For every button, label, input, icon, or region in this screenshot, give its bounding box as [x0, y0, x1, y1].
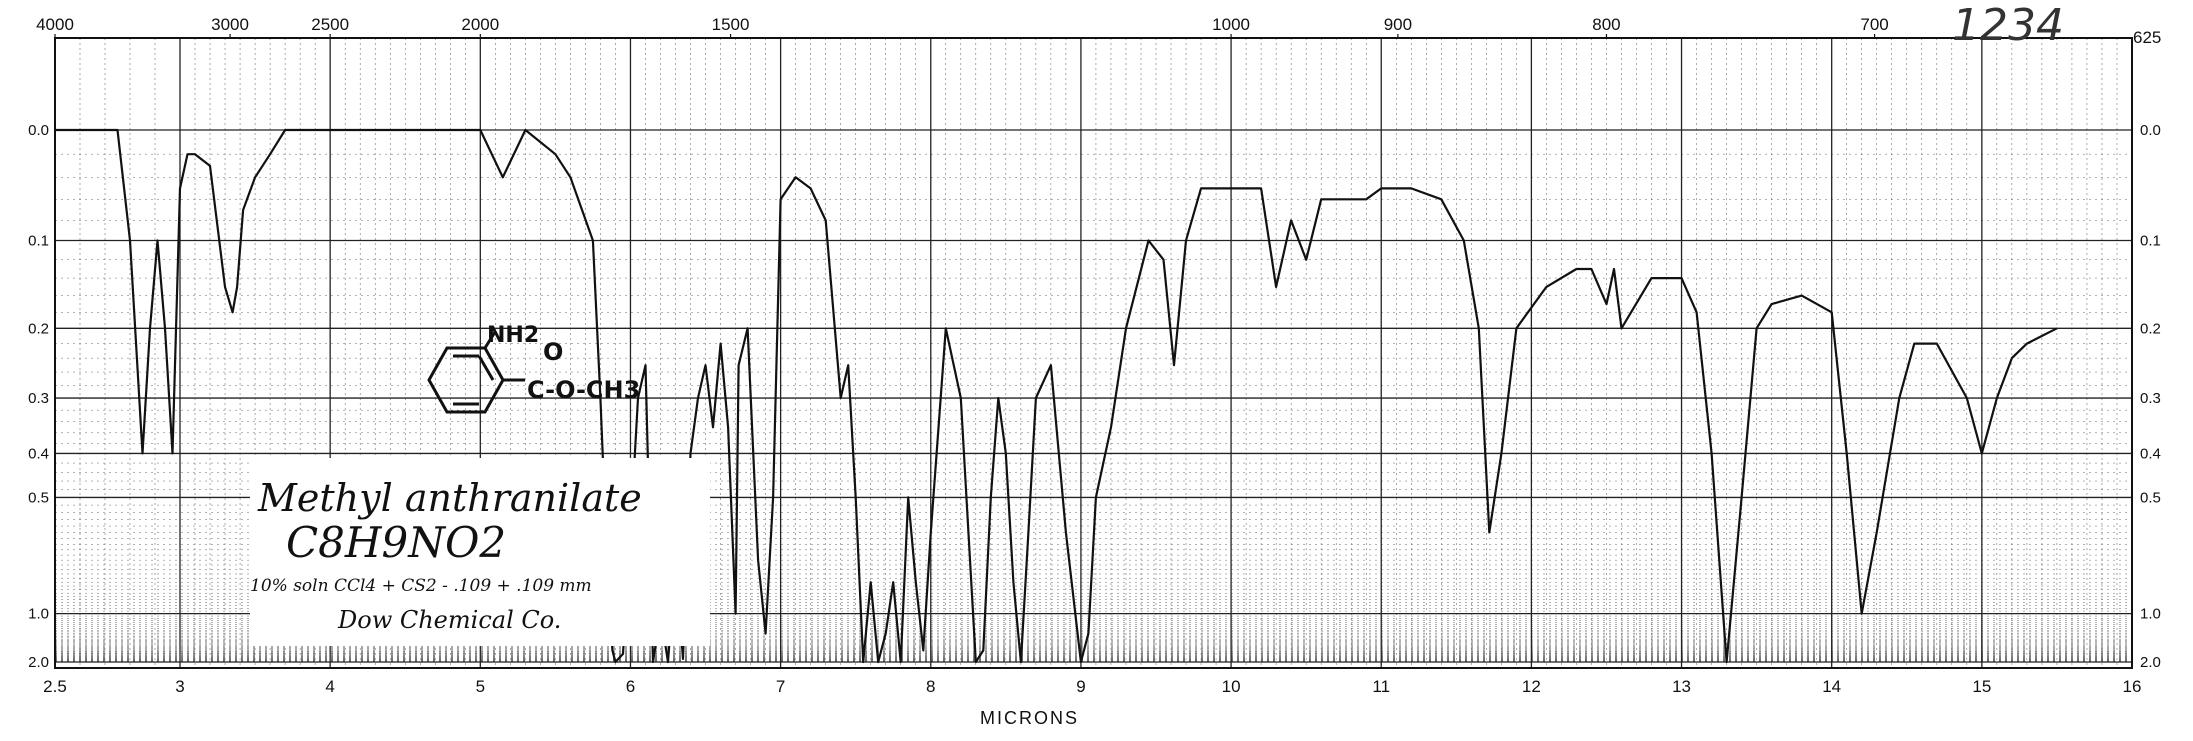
bottom-tick-label: 14 [1822, 677, 1841, 696]
bottom-tick-label: 8 [926, 677, 935, 696]
struct-nh2: NH2 [487, 323, 539, 348]
left-tick-label: 0.3 [28, 390, 49, 407]
top-wavenumber-ticks: 4000 3000 2500 2000 1500 1000 900 800 700 [36, 15, 1889, 38]
top-tick-label: 1500 [712, 15, 750, 34]
top-tick-label: 900 [1384, 15, 1412, 34]
top-tick-label: 2000 [461, 15, 499, 34]
sample-label-card: Methyl anthranilate C8H9NO2 10% soln CCl… [250, 458, 710, 646]
bottom-tick-label: 11 [1372, 677, 1390, 696]
bottom-tick-label: 15 [1972, 677, 1991, 696]
bottom-tick-label: 3 [175, 677, 184, 696]
bottom-tick-label: 4 [325, 677, 334, 696]
plot-frame [54, 37, 2133, 669]
compound-name: Methyl anthranilate [258, 476, 642, 520]
bottom-tick-label: 16 [2123, 677, 2142, 696]
top-tick-label: 700 [1860, 15, 1888, 34]
right-tick-label: 0.5 [2140, 489, 2161, 506]
bottom-micron-ticks: 2.5 3 4 5 6 7 8 9 10 11 12 13 14 15 16 [43, 677, 2141, 696]
bottom-tick-label: 5 [476, 677, 485, 696]
bottom-tick-label: 10 [1222, 677, 1241, 696]
molecular-formula: C8H9NO2 [286, 518, 507, 567]
top-right-wavenumber-tick: 625 [2133, 28, 2162, 47]
top-tick-label: 4000 [36, 15, 74, 34]
left-absorbance-ticks: 0.0 0.1 0.2 0.3 0.4 0.5 1.0 2.0 [28, 122, 49, 671]
spectrum-trace [55, 128, 2058, 664]
chemical-structure: NH2 O C-O-CH3 [395, 318, 700, 446]
bottom-tick-label: 13 [1672, 677, 1691, 696]
right-tick-label: 1.0 [2140, 606, 2161, 623]
right-tick-label: 0.1 [2140, 233, 2161, 250]
source-lab: Dow Chemical Co. [338, 606, 562, 634]
top-tick-label: 800 [1592, 15, 1620, 34]
right-tick-label: 0.2 [2140, 320, 2161, 337]
bottom-tick-label: 12 [1522, 677, 1541, 696]
bottom-tick-label: 6 [626, 677, 635, 696]
major-grid [54, 38, 2133, 668]
left-tick-label: 0.4 [28, 445, 49, 462]
left-tick-label: 0.5 [28, 489, 49, 506]
struct-ester-group: C-O-CH3 [527, 376, 640, 404]
bottom-tick-label: 9 [1076, 677, 1085, 696]
left-tick-label: 2.0 [28, 654, 49, 671]
right-tick-label: 0.3 [2140, 390, 2161, 407]
left-tick-label: 0.0 [28, 122, 49, 139]
top-tick-label: 3000 [211, 15, 249, 34]
top-tick-label: 1000 [1212, 15, 1250, 34]
right-tick-label: 0.0 [2140, 122, 2161, 139]
top-tick-label: 2500 [311, 15, 349, 34]
left-tick-label: 1.0 [28, 606, 49, 623]
right-tick-label: 0.4 [2140, 445, 2161, 462]
sample-preparation-note: 10% soln CCl4 + CS2 - .109 + .109 mm [250, 576, 592, 596]
left-tick-label: 0.2 [28, 320, 49, 337]
spectrum-number: 1234 [1952, 0, 2064, 51]
bottom-tick-label: 7 [776, 677, 785, 696]
right-absorbance-ticks: 0.0 0.1 0.2 0.3 0.4 0.5 1.0 2.0 [2140, 122, 2161, 671]
left-tick-label: 0.1 [28, 233, 49, 250]
right-tick-label: 2.0 [2140, 654, 2161, 671]
bottom-tick-label: 2.5 [43, 677, 67, 696]
struct-carbonyl-o: O [543, 338, 563, 366]
x-axis-title: MICRONS [980, 708, 1079, 728]
